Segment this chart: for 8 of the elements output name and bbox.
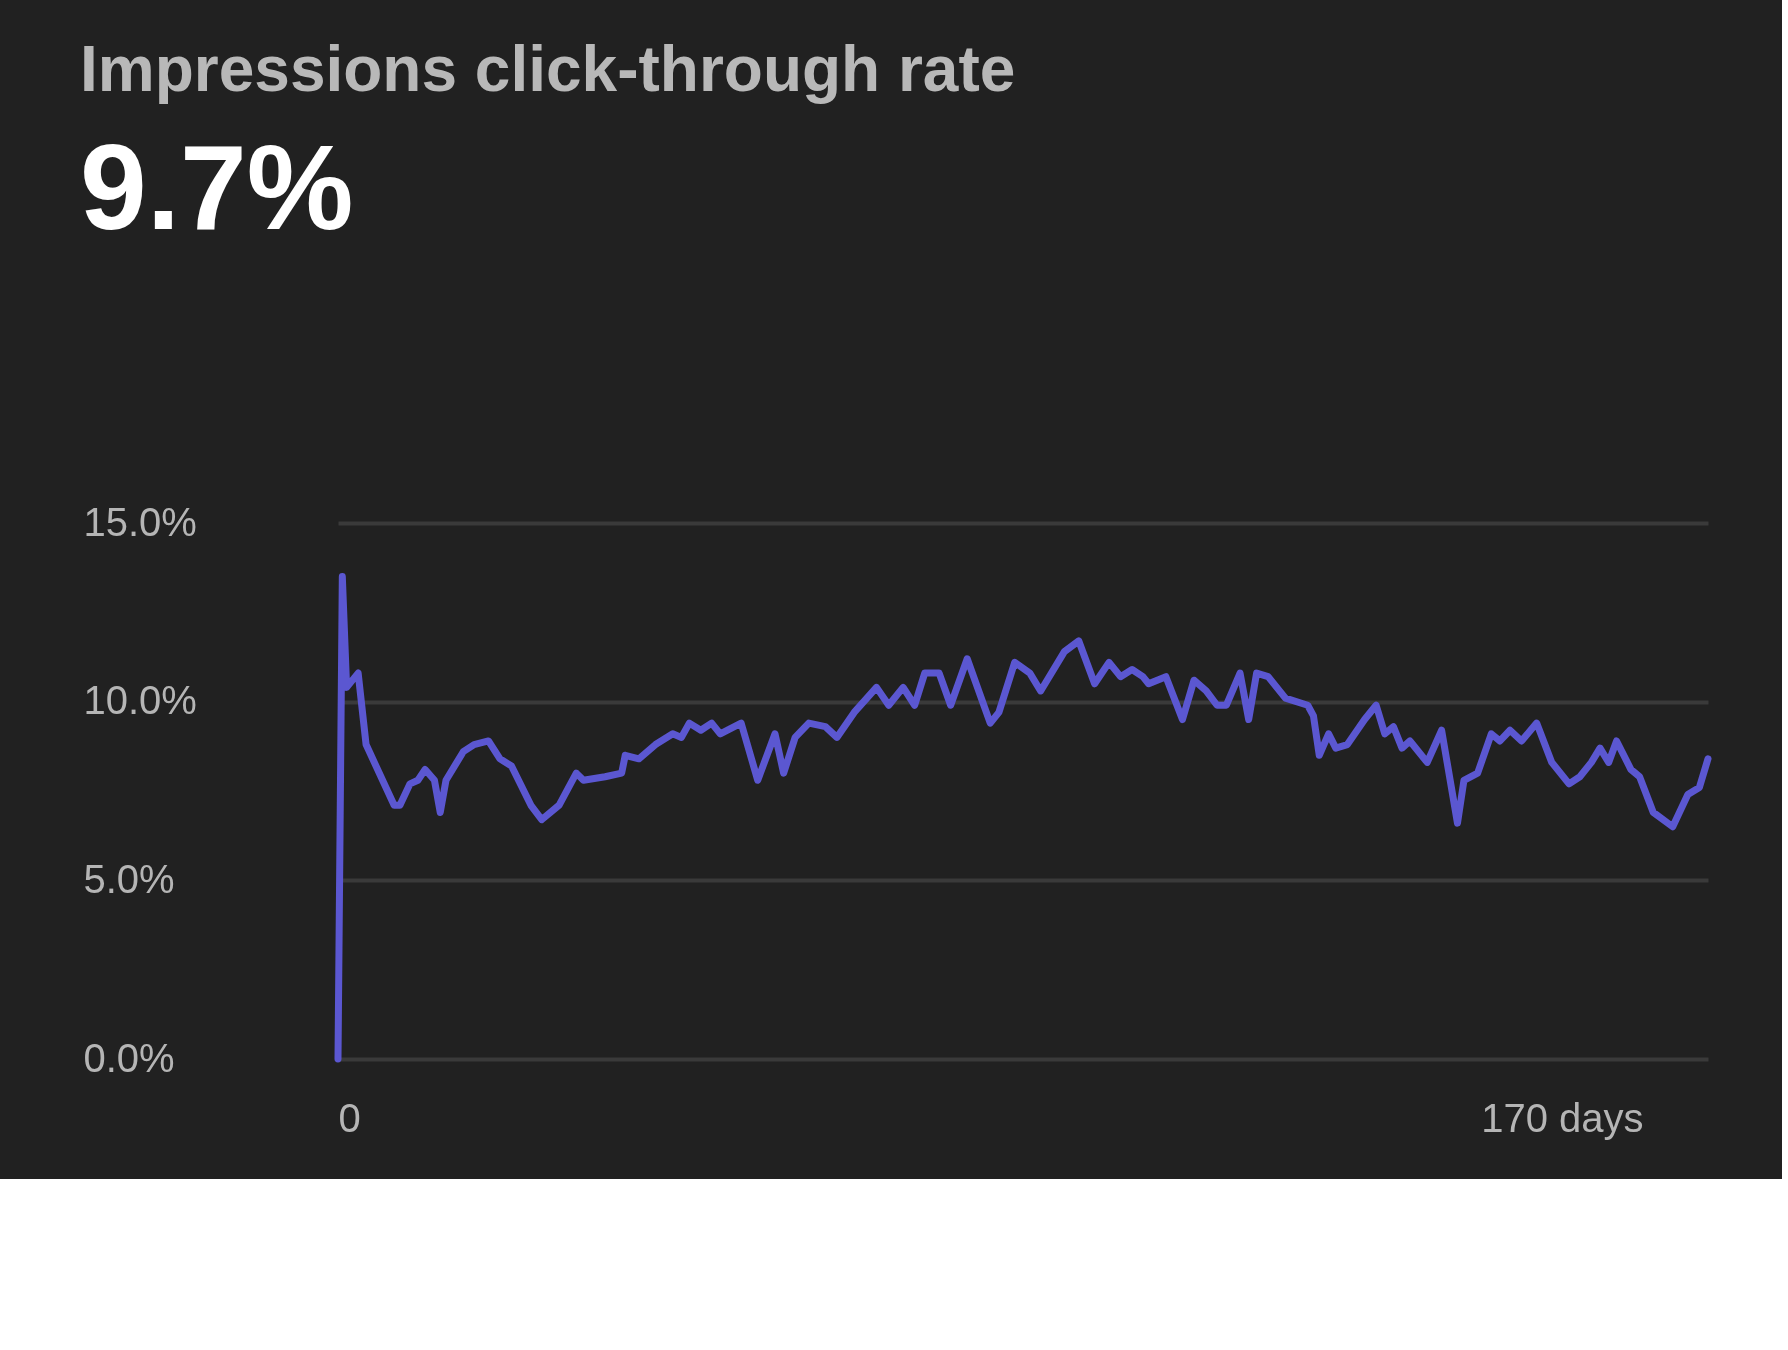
y-tick-label: 0.0% [83,1035,175,1080]
chart-title: Impressions click-through rate [80,33,1016,105]
y-tick-label: 5.0% [83,856,175,901]
chart-subtitle: 9.7% [80,120,354,254]
y-tick-label: 10.0% [83,678,197,723]
x-tick-label: 0 [338,1095,361,1140]
y-tick-label: 15.0% [83,499,197,544]
x-tick-label: 170 days [1481,1095,1644,1140]
